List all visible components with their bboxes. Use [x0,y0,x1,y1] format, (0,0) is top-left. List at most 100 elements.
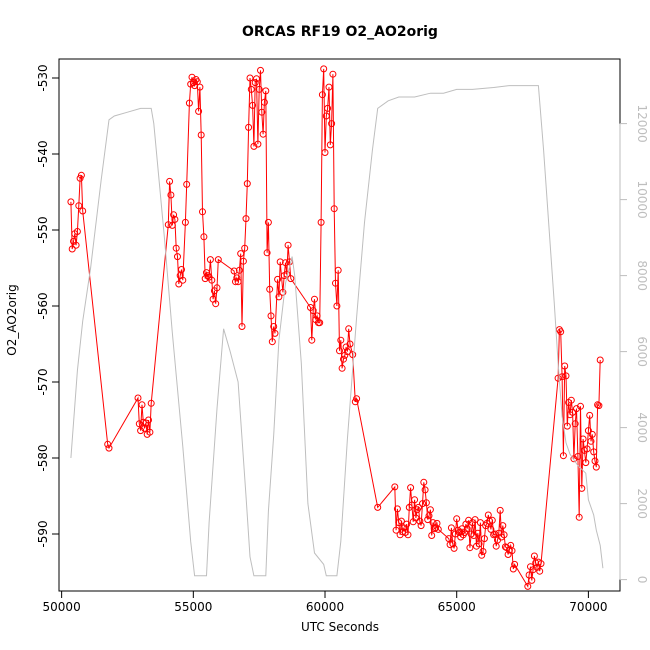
data-point [325,83,333,91]
data-point [536,567,544,575]
data-point [596,356,604,364]
data-point [474,529,482,537]
data-point [72,241,80,249]
data-point [195,107,203,115]
y-tick-label: -570 [36,368,50,395]
y-axis-right: 0 2000 4000 6000 8000 10000 12000 [619,105,649,583]
data-point [105,444,113,452]
data-point [204,272,212,280]
data-point [234,278,242,286]
data-point [318,91,326,99]
data-point [258,108,266,116]
data-point [487,525,495,533]
primary-series-line [70,68,601,588]
data-point [509,565,517,573]
data-point [137,427,145,435]
data-point [181,218,189,226]
data-point [247,85,255,93]
data-point [491,530,499,538]
data-point [480,535,488,543]
data-point [104,440,112,448]
data-point [253,75,260,83]
data-point [421,486,429,494]
data-point [67,198,75,206]
data-point [349,351,357,359]
data-point [233,274,241,282]
data-point [68,245,76,253]
y-tick-label: -530 [36,64,50,91]
data-point [329,70,337,78]
data-point [134,394,142,402]
data-point [557,328,565,336]
data-point [584,427,592,435]
y2-tick-label: 8000 [635,260,649,291]
data-point [138,401,146,409]
data-point [320,65,328,73]
data-point [417,522,425,530]
data-point [351,398,359,406]
data-point [257,66,264,74]
data-point [317,218,325,226]
data-point [170,211,178,219]
data-point [574,453,582,460]
data-point [570,455,578,463]
data-point [403,520,411,528]
data-point [578,484,586,492]
data-point [243,180,251,188]
data-point [168,221,176,229]
data-point [73,228,81,235]
data-point [346,340,354,348]
data-point [508,547,516,555]
data-point [579,435,587,443]
data-point [271,329,279,337]
data-point [167,191,175,199]
data-point [592,463,600,471]
chart-title: ORCAS RF19 O2_AO2orig [242,24,438,40]
data-point [466,544,474,552]
data-point [239,257,247,265]
data-point [338,364,346,372]
data-point [588,430,596,438]
x-tick-label: 60000 [306,600,344,614]
data-point [249,101,257,109]
data-point [183,180,191,188]
data-point [268,338,276,346]
data-point [567,396,575,404]
y2-tick-label: 4000 [635,412,649,443]
data-point [582,459,590,467]
data-point [537,560,545,568]
data-point [554,374,562,382]
data-point [197,131,205,139]
data-point [311,295,318,303]
data-point [488,516,496,524]
data-point [242,215,250,223]
data-point [199,208,206,216]
data-point [251,79,259,87]
data-point [447,524,455,532]
data-point [419,500,426,508]
data-point [479,548,487,555]
data-point [235,266,243,274]
data-point [424,516,432,524]
data-point [238,323,246,330]
data-point [206,256,214,264]
data-point [583,445,591,453]
data-point [308,336,316,344]
data-point [496,506,504,514]
data-point [270,323,278,330]
data-point [411,496,419,504]
data-point [266,285,274,293]
data-point [525,571,533,579]
data-point [284,241,292,249]
data-point [282,259,289,267]
x-tick-label: 55000 [174,600,212,614]
data-point [397,517,405,525]
data-point [262,87,270,95]
data-point [345,325,353,333]
data-point [313,312,321,320]
data-point [407,484,415,492]
data-point [449,540,457,548]
data-point [528,576,536,584]
data-point [563,422,571,430]
